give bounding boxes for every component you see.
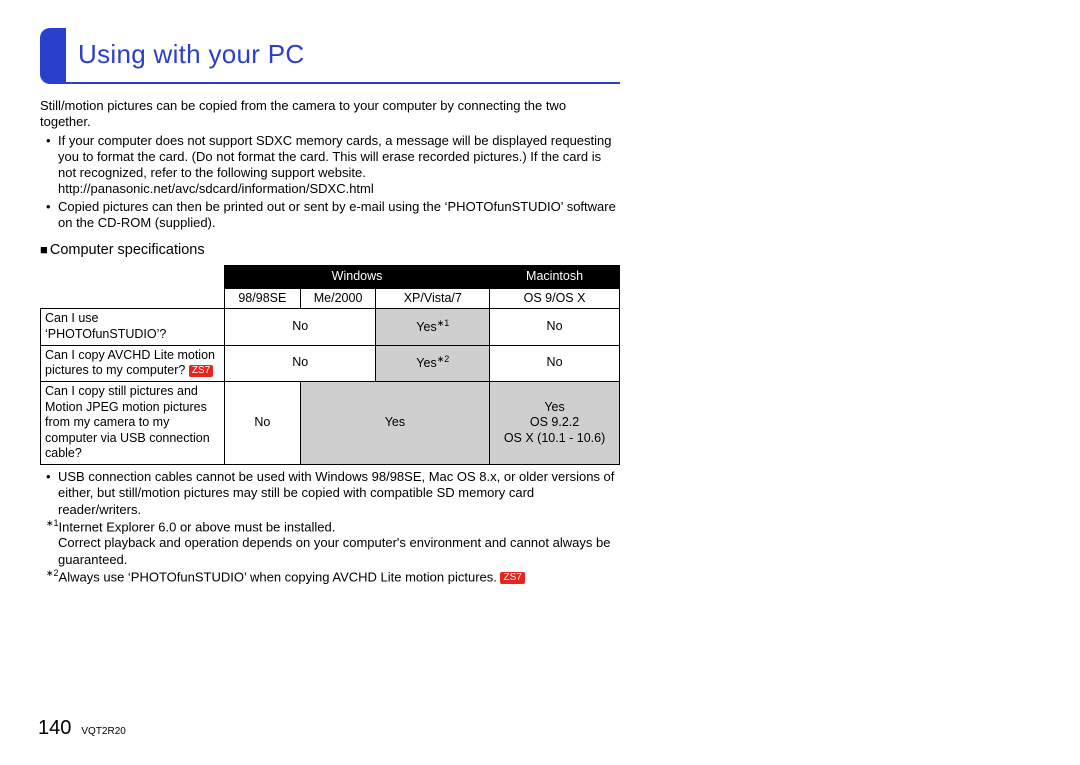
cell-mac: Yes OS 9.2.2 OS X (10.1 - 10.6) bbox=[490, 381, 620, 464]
table-row: Can I copy AVCHD Lite motion pictures to… bbox=[41, 345, 620, 381]
ref-marker: ∗1 bbox=[437, 318, 450, 328]
footnotes: • USB connection cables cannot be used wi… bbox=[40, 469, 620, 585]
cell-win12: No bbox=[224, 345, 376, 381]
table-row: Can I use ‘PHOTOfunSTUDIO’? No Yes∗1 No bbox=[41, 309, 620, 345]
page-title: Using with your PC bbox=[78, 38, 304, 71]
cell-line: Yes bbox=[494, 400, 615, 416]
section-heading: ■Computer specifications bbox=[40, 241, 620, 259]
row-label: Can I copy still pictures and Motion JPE… bbox=[41, 381, 225, 464]
footnote-text: Internet Explorer 6.0 or above must be i… bbox=[59, 519, 336, 534]
page-footer: 140 VQT2R20 bbox=[38, 716, 126, 741]
footnote-star1: ∗1Internet Explorer 6.0 or above must be… bbox=[58, 518, 620, 568]
subhead-win2: Me/2000 bbox=[300, 288, 376, 309]
bullet-item: Copied pictures can then be printed out … bbox=[58, 199, 620, 232]
tab-accent-shape bbox=[40, 28, 66, 84]
section-heading-text: Computer specifications bbox=[50, 242, 205, 258]
tab-underline bbox=[66, 82, 620, 84]
cell-win12: No bbox=[224, 309, 376, 345]
cell-mac: No bbox=[490, 345, 620, 381]
document-id: VQT2R20 bbox=[81, 726, 125, 739]
row-label-text: Can I use ‘PHOTOfunSTUDIO’? bbox=[45, 311, 166, 341]
ref-marker: ∗1 bbox=[46, 518, 59, 528]
cell-line: OS X (10.1 - 10.6) bbox=[494, 431, 615, 447]
cell-win3: Yes∗2 bbox=[376, 345, 490, 381]
spec-table: Windows Macintosh 98/98SE Me/2000 XP/Vis… bbox=[40, 265, 620, 465]
intro-bullet-list: If your computer does not support SDXC m… bbox=[40, 133, 620, 232]
row-label: Can I use ‘PHOTOfunSTUDIO’? bbox=[41, 309, 225, 345]
table-subheader-row: 98/98SE Me/2000 XP/Vista/7 OS 9/OS X bbox=[41, 288, 620, 309]
subhead-win1: 98/98SE bbox=[224, 288, 300, 309]
subhead-mac: OS 9/OS X bbox=[490, 288, 620, 309]
cell-text: Yes bbox=[416, 357, 436, 371]
zs7-badge: ZS7 bbox=[189, 365, 213, 377]
blank-corner bbox=[41, 288, 225, 309]
zs7-badge: ZS7 bbox=[500, 572, 524, 584]
ref-marker: ∗2 bbox=[46, 568, 59, 578]
cell-win23: Yes bbox=[300, 381, 489, 464]
page-number: 140 bbox=[38, 716, 71, 741]
footnote-text: Correct playback and operation depends o… bbox=[58, 535, 610, 566]
page-title-tab: Using with your PC bbox=[40, 28, 620, 84]
th-macintosh: Macintosh bbox=[490, 266, 620, 289]
footnote-text: Always use ‘PHOTOfunSTUDIO’ when copying… bbox=[59, 569, 501, 584]
table-row: Can I copy still pictures and Motion JPE… bbox=[41, 381, 620, 464]
blank-corner bbox=[41, 266, 225, 289]
square-bullet-icon: ■ bbox=[40, 242, 48, 257]
intro-paragraph: Still/motion pictures can be copied from… bbox=[40, 98, 620, 131]
row-label: Can I copy AVCHD Lite motion pictures to… bbox=[41, 345, 225, 381]
bullet-dot-icon: • bbox=[46, 469, 51, 485]
cell-win3: Yes∗1 bbox=[376, 309, 490, 345]
ref-marker: ∗2 bbox=[437, 354, 450, 364]
footnote-bullet: •USB connection cables cannot be used wi… bbox=[58, 469, 620, 518]
bullet-item: If your computer does not support SDXC m… bbox=[58, 133, 620, 198]
footnote-star2: ∗2Always use ‘PHOTOfunSTUDIO’ when copyi… bbox=[58, 568, 620, 586]
cell-text: Yes bbox=[416, 320, 436, 334]
cell-mac: No bbox=[490, 309, 620, 345]
footnote-text: USB connection cables cannot be used wit… bbox=[58, 469, 614, 517]
subhead-win3: XP/Vista/7 bbox=[376, 288, 490, 309]
cell-win1: No bbox=[224, 381, 300, 464]
table-header-row: Windows Macintosh bbox=[41, 266, 620, 289]
cell-line: OS 9.2.2 bbox=[494, 415, 615, 431]
th-windows: Windows bbox=[224, 266, 489, 289]
